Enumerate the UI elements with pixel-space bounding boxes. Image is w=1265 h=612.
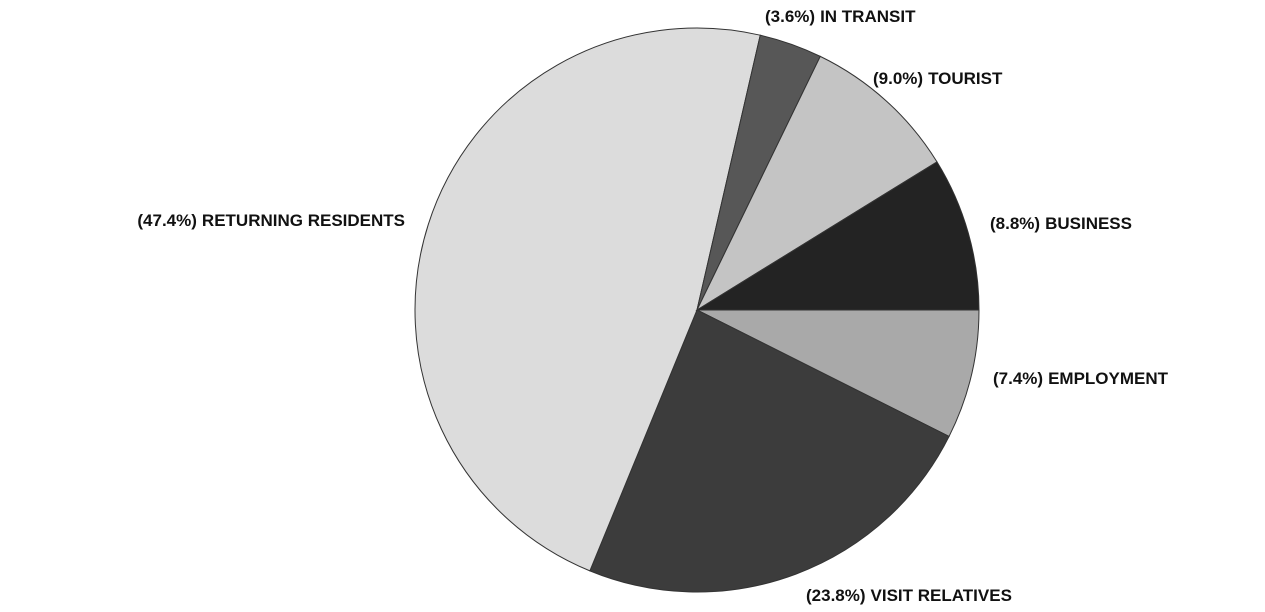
pie-slice bbox=[696, 309, 980, 438]
slice-category-label: EMPLOYMENT bbox=[1048, 369, 1169, 388]
slice-label: (8.8%) BUSINESS bbox=[990, 214, 1132, 233]
pie-slice bbox=[695, 161, 980, 311]
slice-category-label: RETURNING RESIDENTS bbox=[202, 211, 405, 230]
slice-value-label: (7.4%) bbox=[993, 369, 1043, 388]
slice-category-label: BUSINESS bbox=[1045, 214, 1132, 233]
slice-label: (23.8%) VISIT RELATIVES bbox=[806, 586, 1012, 605]
pie-slice bbox=[589, 309, 950, 593]
slice-value-label: (23.8%) bbox=[806, 586, 866, 605]
slice-value-label: (9.0%) bbox=[873, 69, 923, 88]
slice-category-label: VISIT RELATIVES bbox=[871, 586, 1012, 605]
pie-slice bbox=[695, 55, 938, 312]
slice-value-label: (8.8%) bbox=[990, 214, 1040, 233]
slice-category-label: TOURIST bbox=[928, 69, 1003, 88]
pie-slice bbox=[414, 27, 761, 572]
slice-value-label: (3.6%) bbox=[765, 7, 815, 26]
slice-value-label: (47.4%) bbox=[137, 211, 197, 230]
slice-label: (47.4%) RETURNING RESIDENTS bbox=[137, 211, 405, 230]
slice-label: (9.0%) TOURIST bbox=[873, 69, 1003, 88]
slice-label: (3.6%) IN TRANSIT bbox=[765, 7, 916, 26]
slice-category-label: IN TRANSIT bbox=[820, 7, 916, 26]
slice-label: (7.4%) EMPLOYMENT bbox=[993, 369, 1169, 388]
